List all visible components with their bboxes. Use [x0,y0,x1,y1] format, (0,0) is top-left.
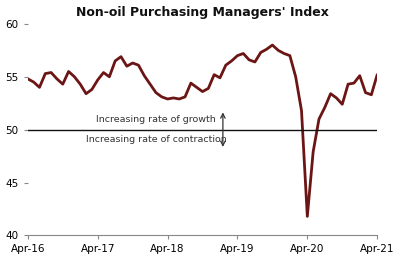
Text: Increasing rate of contraction: Increasing rate of contraction [86,135,226,145]
Title: Non-oil Purchasing Managers' Index: Non-oil Purchasing Managers' Index [76,5,329,18]
Text: Increasing rate of growth: Increasing rate of growth [96,115,216,124]
